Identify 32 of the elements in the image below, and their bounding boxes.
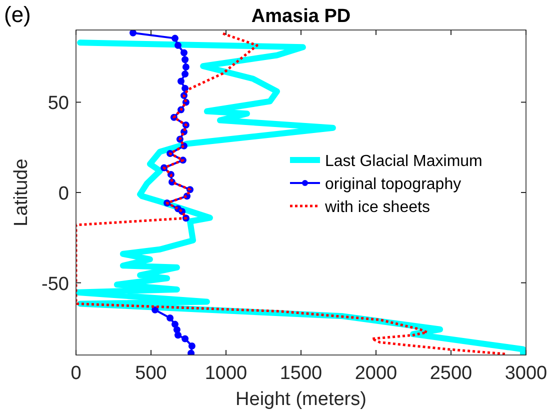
x-tick-label: 2500 (430, 363, 472, 384)
chart-title: Amasia PD (251, 6, 351, 27)
legend-label: original topography (325, 176, 462, 193)
point (172, 34, 178, 42)
x-tick-label: 500 (135, 363, 167, 384)
y-tick-label: 0 (58, 184, 69, 204)
legend-label: Last Glacial Maximum (325, 153, 482, 170)
y-tick-label: 50 (48, 93, 69, 114)
point (182, 56, 189, 64)
x-tick-label: 2000 (354, 363, 398, 384)
point (174, 332, 182, 339)
x-tick-label: 1500 (280, 363, 322, 384)
y-tick-label: -50 (42, 274, 69, 295)
point (152, 306, 159, 314)
point (182, 64, 190, 71)
point (178, 78, 184, 85)
point (182, 335, 189, 342)
point (188, 350, 195, 355)
x-axis-title: Height (meters) (236, 389, 366, 410)
point (188, 342, 196, 350)
text: (e) (4, 2, 31, 27)
x-tick-label: 3000 (504, 363, 548, 384)
x-tick-label: 1000 (204, 363, 248, 384)
point (166, 314, 174, 322)
point (182, 70, 189, 78)
point (180, 49, 188, 56)
point (130, 30, 136, 36)
legend-label: with ice sheets (324, 199, 430, 216)
point (174, 42, 182, 49)
point (182, 84, 189, 92)
y-axis-title: Latitude (11, 158, 32, 226)
point (172, 320, 178, 328)
